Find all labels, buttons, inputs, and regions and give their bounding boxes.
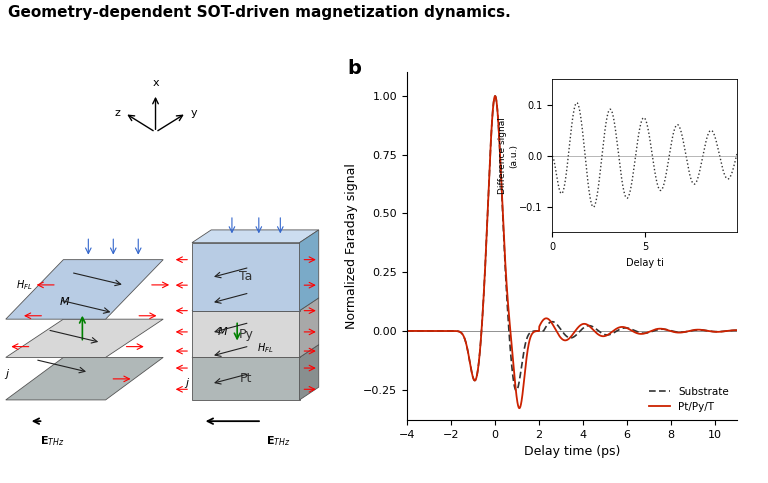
Text: y: y xyxy=(190,108,197,118)
Pt/Py/T xyxy=(491,93,500,99)
Substrate xyxy=(440,328,449,334)
Substrate xyxy=(727,327,736,333)
Line: Pt/Py/T: Pt/Py/T xyxy=(407,96,737,408)
Polygon shape xyxy=(6,260,164,319)
Text: Pt: Pt xyxy=(240,372,252,385)
X-axis label: Delay time (ps): Delay time (ps) xyxy=(524,445,621,458)
Substrate xyxy=(491,93,500,99)
Polygon shape xyxy=(300,298,319,357)
Text: j: j xyxy=(185,378,188,388)
Text: Py: Py xyxy=(238,327,253,341)
Polygon shape xyxy=(192,242,300,311)
Text: x: x xyxy=(152,77,159,87)
Polygon shape xyxy=(192,357,300,400)
Text: j: j xyxy=(5,369,8,380)
Polygon shape xyxy=(6,357,164,400)
Pt/Py/T xyxy=(440,328,449,334)
Polygon shape xyxy=(300,345,319,400)
Text: b: b xyxy=(348,58,362,78)
Polygon shape xyxy=(192,230,319,242)
Pt/Py/T xyxy=(529,329,538,335)
Legend: Substrate, Pt/Py/T: Substrate, Pt/Py/T xyxy=(646,384,732,415)
Substrate xyxy=(691,327,700,333)
Text: $\mathbf{E}_{THz}$: $\mathbf{E}_{THz}$ xyxy=(266,434,290,448)
Text: M: M xyxy=(217,327,227,337)
Substrate xyxy=(733,327,742,333)
Pt/Py/T xyxy=(460,335,469,341)
Substrate xyxy=(511,388,521,394)
Polygon shape xyxy=(300,230,319,311)
Substrate xyxy=(544,321,553,327)
Pt/Py/T xyxy=(691,327,700,333)
Text: Ta: Ta xyxy=(239,270,253,283)
Polygon shape xyxy=(192,345,319,357)
Text: $\mathbf{E}_{THz}$: $\mathbf{E}_{THz}$ xyxy=(40,434,65,448)
Polygon shape xyxy=(192,298,319,311)
Polygon shape xyxy=(6,319,164,357)
Polygon shape xyxy=(192,311,300,357)
Text: z: z xyxy=(114,108,120,118)
Pt/Py/T xyxy=(515,405,524,411)
Pt/Py/T xyxy=(733,327,742,333)
Substrate xyxy=(460,335,469,341)
Pt/Py/T xyxy=(544,316,553,322)
Substrate xyxy=(529,328,538,334)
Y-axis label: Normalized Faraday signal: Normalized Faraday signal xyxy=(345,163,358,329)
Text: $H_{FL}$: $H_{FL}$ xyxy=(16,278,32,292)
Text: $H_{FL}$: $H_{FL}$ xyxy=(257,341,273,355)
Substrate xyxy=(402,328,412,334)
Text: Geometry-dependent SOT-driven magnetization dynamics.: Geometry-dependent SOT-driven magnetizat… xyxy=(8,5,511,20)
Line: Substrate: Substrate xyxy=(407,96,737,391)
Text: M: M xyxy=(60,297,69,307)
Pt/Py/T xyxy=(727,327,736,333)
Pt/Py/T xyxy=(402,328,412,334)
